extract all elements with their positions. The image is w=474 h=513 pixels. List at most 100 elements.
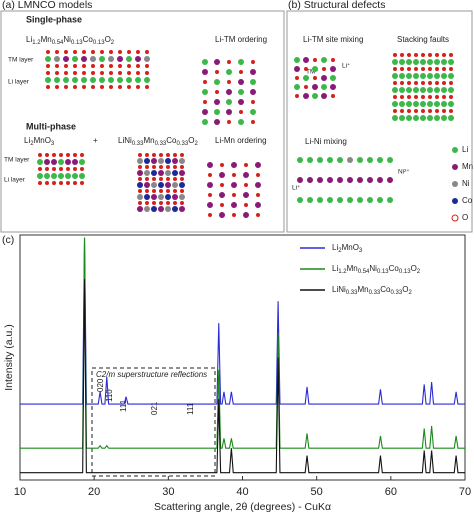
atom (215, 90, 219, 94)
atom (331, 94, 335, 98)
annotation-box (91, 367, 216, 477)
atom (428, 81, 432, 85)
atom (136, 85, 140, 89)
atom (144, 56, 150, 62)
atom (434, 73, 440, 79)
legend-swatch (452, 147, 458, 153)
tm-layer: TM layer (4, 157, 30, 164)
legend-swatch (452, 164, 458, 170)
atom (227, 120, 231, 124)
atom (52, 167, 56, 171)
atom (317, 177, 323, 183)
atom (434, 101, 440, 107)
site-mixing: Li-TM site mixing (303, 35, 363, 44)
atom (393, 67, 397, 71)
atom (239, 70, 243, 74)
atom (434, 59, 440, 65)
atom (227, 80, 231, 84)
atom (73, 71, 77, 75)
atom (449, 53, 453, 57)
atom (226, 69, 232, 75)
atom (226, 89, 232, 95)
atom (303, 75, 309, 81)
atom (449, 81, 453, 85)
atom (54, 77, 60, 83)
atom (151, 170, 157, 176)
atom (152, 201, 156, 205)
atom (173, 153, 177, 157)
atom (295, 76, 299, 80)
atom (51, 159, 57, 165)
atom (367, 157, 373, 163)
atom (90, 77, 96, 83)
atom (173, 165, 177, 169)
atom (377, 157, 383, 163)
atom (66, 181, 70, 185)
atom (55, 50, 59, 54)
atom (442, 109, 446, 113)
atom (144, 182, 150, 188)
atom (294, 66, 300, 72)
atom (407, 109, 411, 113)
atom (59, 167, 63, 171)
atom (202, 69, 208, 75)
single-phase: Single-phase (26, 14, 82, 24)
panel-c-label: (c) (2, 234, 14, 246)
atom (330, 84, 336, 90)
atom (407, 67, 411, 71)
atom (256, 173, 260, 177)
atom (331, 58, 335, 62)
atom (442, 81, 446, 85)
atom (202, 59, 208, 65)
atom (317, 157, 323, 163)
x-tick-label: 20 (88, 486, 100, 498)
atom (297, 177, 303, 183)
atom (312, 93, 318, 99)
atom (304, 67, 308, 71)
atom (421, 67, 425, 71)
atom (337, 177, 343, 183)
atom (307, 157, 313, 163)
atom (108, 77, 114, 83)
atom (399, 59, 405, 65)
atom (399, 73, 405, 79)
atom (73, 153, 77, 157)
atom (166, 177, 170, 181)
atom (317, 197, 323, 203)
atom (392, 73, 398, 79)
atom (99, 77, 105, 83)
atom (220, 163, 224, 167)
atom (45, 167, 49, 171)
atom (427, 59, 433, 65)
atom (91, 71, 95, 75)
atom (151, 194, 157, 200)
atom (428, 109, 432, 113)
atom (251, 120, 255, 124)
atom (207, 162, 213, 168)
atom (118, 50, 122, 54)
atom (219, 212, 225, 218)
atom (442, 67, 446, 71)
atom (214, 99, 220, 105)
atom (55, 85, 59, 89)
x-tick-label: 30 (162, 486, 174, 498)
atom (137, 206, 143, 212)
atom (434, 115, 440, 121)
atom (72, 56, 78, 62)
atom (406, 73, 412, 79)
atom (407, 95, 411, 99)
atom (166, 201, 170, 205)
atom (65, 173, 71, 179)
atom (82, 50, 86, 54)
atom (406, 115, 412, 121)
atom (159, 153, 163, 157)
atom (38, 181, 42, 185)
formula: LiNi0.33Mn0.33Co0.33O2 (118, 136, 198, 146)
atom (172, 158, 178, 164)
atom (166, 165, 170, 169)
atom (231, 182, 237, 188)
atom (90, 56, 96, 62)
atom (414, 81, 418, 85)
atom (80, 167, 84, 171)
atom (64, 64, 68, 68)
